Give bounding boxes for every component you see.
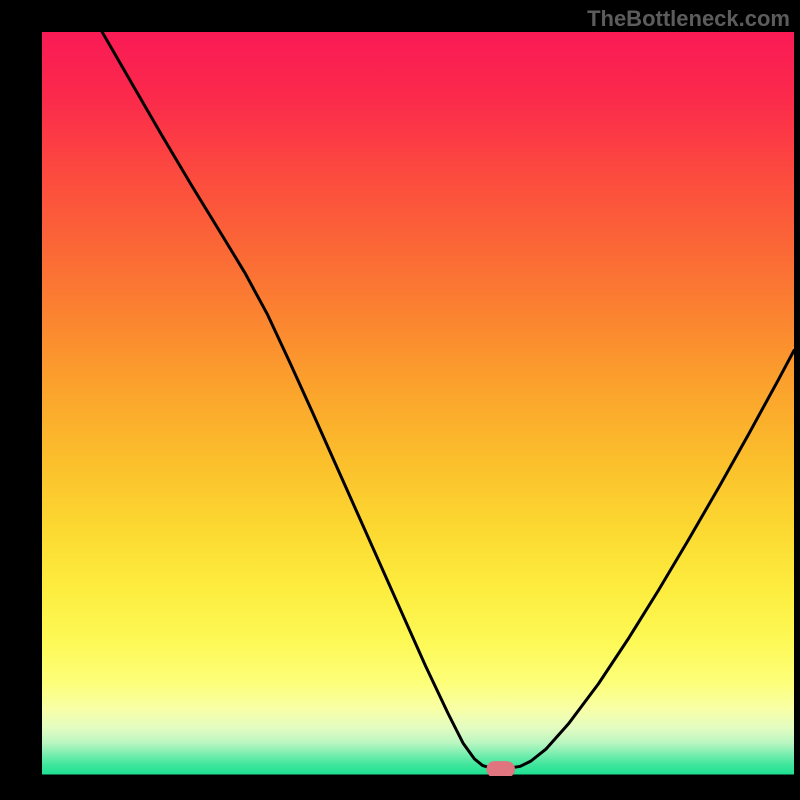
bottleneck-chart <box>42 32 794 776</box>
watermark-text: TheBottleneck.com <box>587 6 790 32</box>
optimal-marker <box>486 761 515 776</box>
chart-container: TheBottleneck.com <box>0 0 800 800</box>
gradient-background <box>42 32 794 776</box>
